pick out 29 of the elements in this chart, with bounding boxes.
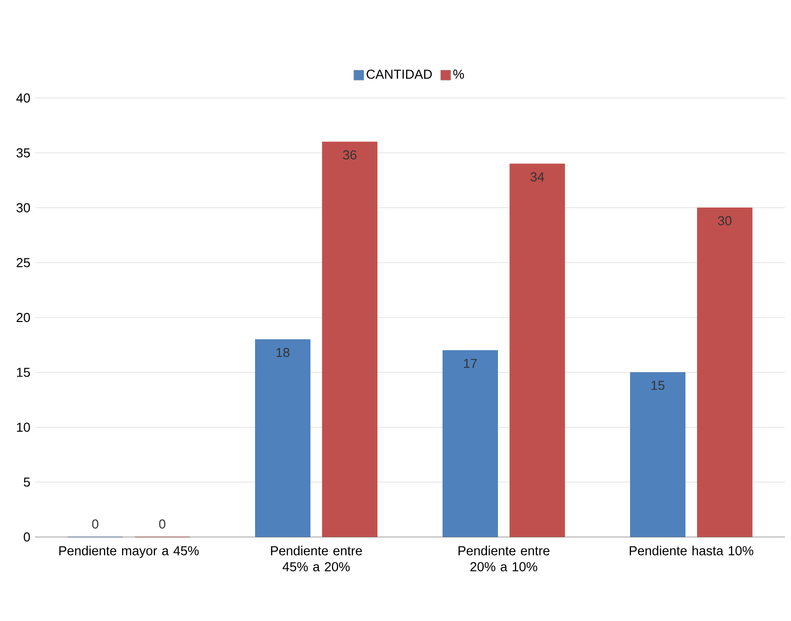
x-tick-label: Pendiente entre 20% a 10%	[458, 546, 550, 572]
data-label: 17	[464, 358, 477, 368]
bar	[442, 350, 498, 538]
y-tick-label: 10	[16, 422, 30, 432]
legend-label: %	[453, 70, 464, 79]
x-tick-label: Pendiente hasta 10%	[630, 546, 754, 556]
bar	[510, 164, 565, 538]
data-label: 0	[92, 519, 98, 529]
y-tick-label: 30	[16, 203, 30, 212]
bar	[255, 339, 310, 538]
data-label: 0	[159, 519, 166, 529]
bar	[630, 372, 686, 538]
legend-label: CANTIDAD	[366, 70, 432, 79]
x-tick-label: Pendiente entre 45% a 20%	[271, 546, 362, 572]
data-label: 18	[276, 348, 290, 358]
y-tick-label: 20	[16, 312, 30, 322]
data-label: 34	[530, 172, 544, 182]
y-tick-label: 40	[16, 93, 30, 103]
y-tick-label: 25	[16, 258, 30, 268]
bar	[322, 142, 378, 538]
data-label: 30	[718, 216, 732, 226]
x-tick-label: Pendiente mayor a 45%	[59, 546, 199, 558]
data-label: 15	[652, 380, 664, 390]
bar	[697, 208, 752, 538]
data-label: 36	[343, 150, 356, 160]
y-tick-label: 15	[16, 368, 30, 377]
y-tick-label: 35	[16, 148, 30, 158]
y-tick-label: 5	[24, 478, 30, 487]
y-tick-label: 0	[24, 532, 30, 542]
